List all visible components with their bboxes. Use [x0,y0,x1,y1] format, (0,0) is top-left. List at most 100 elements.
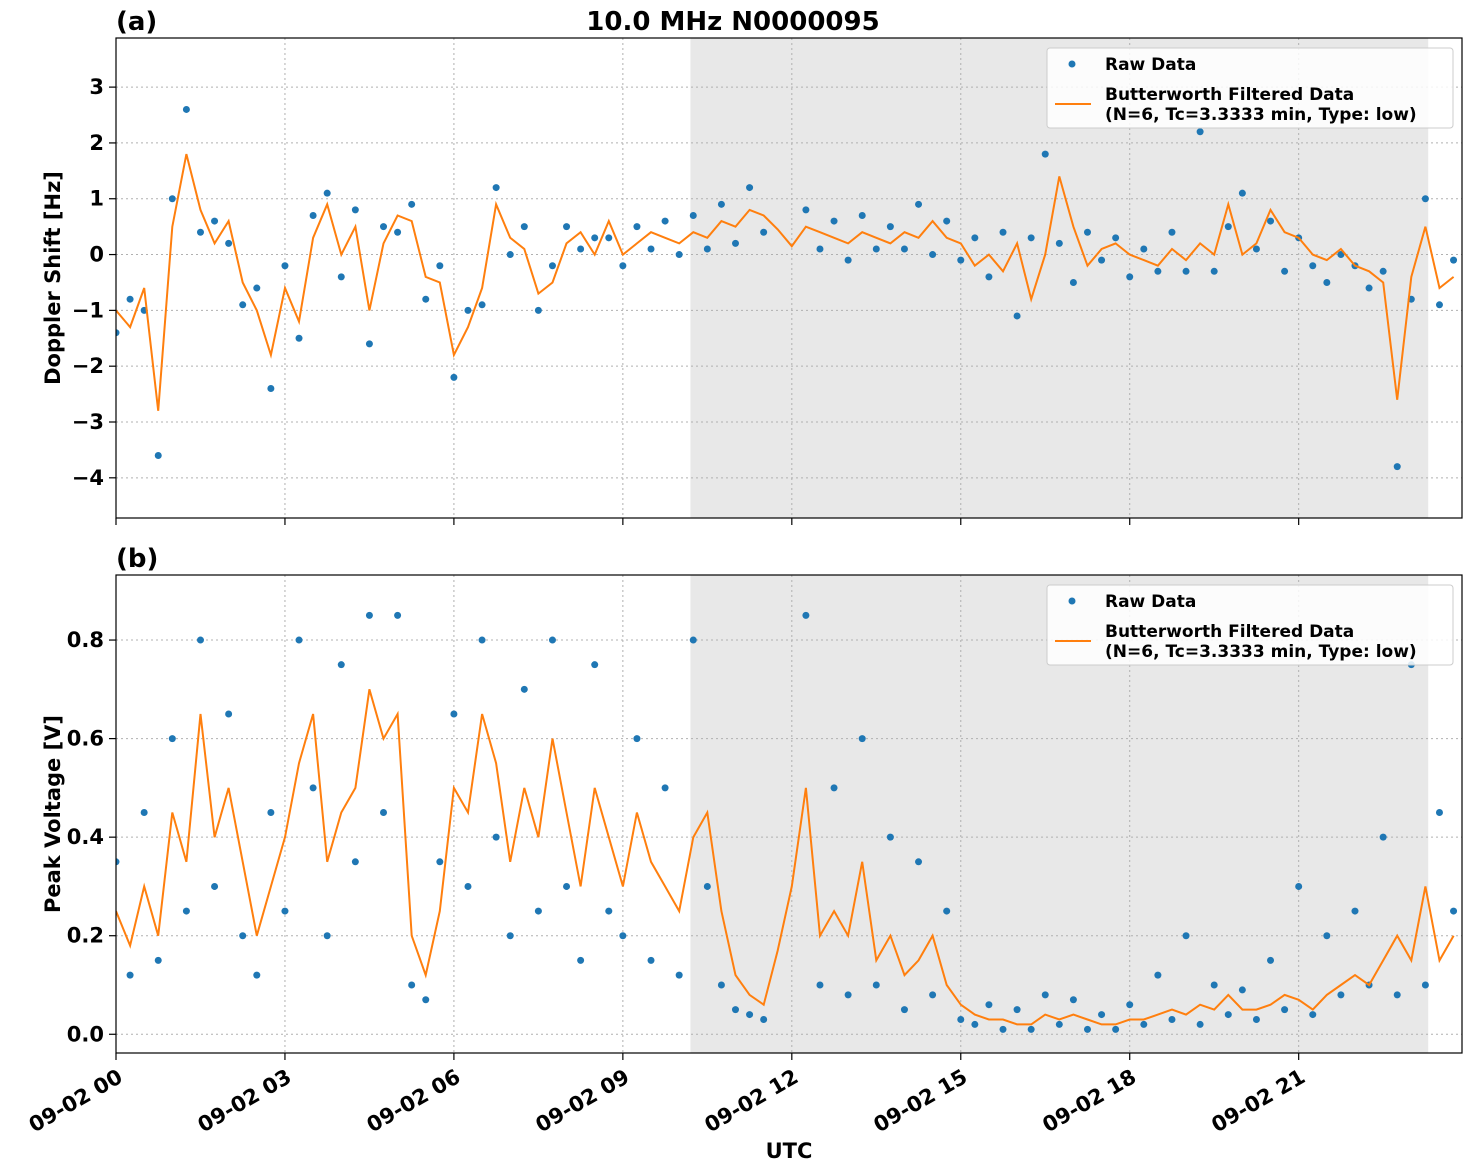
x-tick-label: 09-02 06 [363,1065,465,1138]
raw-point [619,262,627,270]
raw-point [478,636,486,644]
raw-point [1196,1020,1204,1028]
raw-point [577,956,585,964]
raw-point [225,239,233,247]
raw-point [520,223,528,231]
raw-point [591,661,599,669]
x-axis-label: UTC [766,1139,813,1163]
raw-point [703,882,711,890]
raw-point [323,932,331,940]
legend-label: Raw Data [1105,592,1196,612]
raw-point [731,1006,739,1014]
raw-point [872,245,880,253]
raw-point [915,200,923,208]
filtered-line [116,689,1455,1026]
axes-frame [115,574,1463,1054]
raw-point [1393,463,1401,471]
y-tick-label: 0 [89,243,104,267]
raw-point [717,200,725,208]
raw-point [760,1015,768,1023]
raw-point [1027,234,1035,242]
raw-point [1112,234,1120,242]
y-tick-label: −1 [72,298,104,322]
raw-point [661,217,669,225]
raw-point [337,661,345,669]
raw-point [154,956,162,964]
raw-point [1154,971,1162,979]
raw-point [450,373,458,381]
raw-point [309,211,317,219]
plot-area [116,105,1458,471]
raw-point [605,234,613,242]
raw-point [211,217,219,225]
raw-point [999,228,1007,236]
y-tick-label: −2 [72,354,104,378]
raw-point [1055,1020,1063,1028]
raw-point [900,1006,908,1014]
raw-point [1196,128,1204,136]
raw-point [436,858,444,866]
raw-point [267,809,275,817]
raw-point [422,996,430,1004]
raw-point [394,228,402,236]
raw-point [1140,1020,1148,1028]
legend-marker [1068,60,1076,68]
raw-point [1126,273,1134,281]
x-tick-label: 09-02 21 [1207,1065,1309,1138]
filtered-line [116,153,1455,411]
raw-point [1450,907,1458,915]
raw-point [140,809,148,817]
raw-point [929,991,937,999]
x-tick-label: 09-02 18 [1038,1065,1140,1138]
raw-point [661,784,669,792]
raw-point [1238,986,1246,994]
raw-point [929,251,937,259]
x-tick-label: 09-02 03 [194,1065,296,1138]
raw-point [1393,991,1401,999]
raw-point [647,956,655,964]
legend-label: Butterworth Filtered Data (N=6, Tc=3.3333… [1105,622,1417,662]
raw-point [116,329,120,337]
raw-point [506,932,514,940]
y-tick-label: 0.8 [67,628,104,652]
raw-point [1435,301,1443,309]
raw-point [1210,267,1218,275]
raw-point [591,234,599,242]
raw-point [281,907,289,915]
raw-point [915,858,923,866]
raw-point [1140,245,1148,253]
raw-point [548,262,556,270]
legend-label: Butterworth Filtered Data (N=6, Tc=3.3333… [1105,85,1417,125]
raw-point [1013,1006,1021,1014]
raw-point [563,882,571,890]
raw-point [1295,882,1303,890]
raw-point [211,882,219,890]
raw-point [971,234,979,242]
raw-point [985,1001,993,1009]
raw-point [1365,284,1373,292]
raw-point [1210,981,1218,989]
raw-point [1421,981,1429,989]
raw-point [239,932,247,940]
raw-point [281,262,289,270]
raw-point [703,245,711,253]
raw-point [351,858,359,866]
raw-point [380,809,388,817]
raw-point [830,217,838,225]
raw-point [450,710,458,718]
x-tick-label: 09-02 09 [532,1065,634,1138]
raw-point [126,971,134,979]
legend-label: Raw Data [1105,55,1196,75]
raw-point [408,981,416,989]
axes-frame [115,37,1463,519]
raw-point [1083,228,1091,236]
raw-point [1351,907,1359,915]
raw-point [1379,267,1387,275]
raw-point [900,245,908,253]
raw-point [886,833,894,841]
y-tick-label: 2 [89,131,104,155]
raw-point [478,301,486,309]
raw-point [1069,278,1077,286]
raw-point [943,907,951,915]
